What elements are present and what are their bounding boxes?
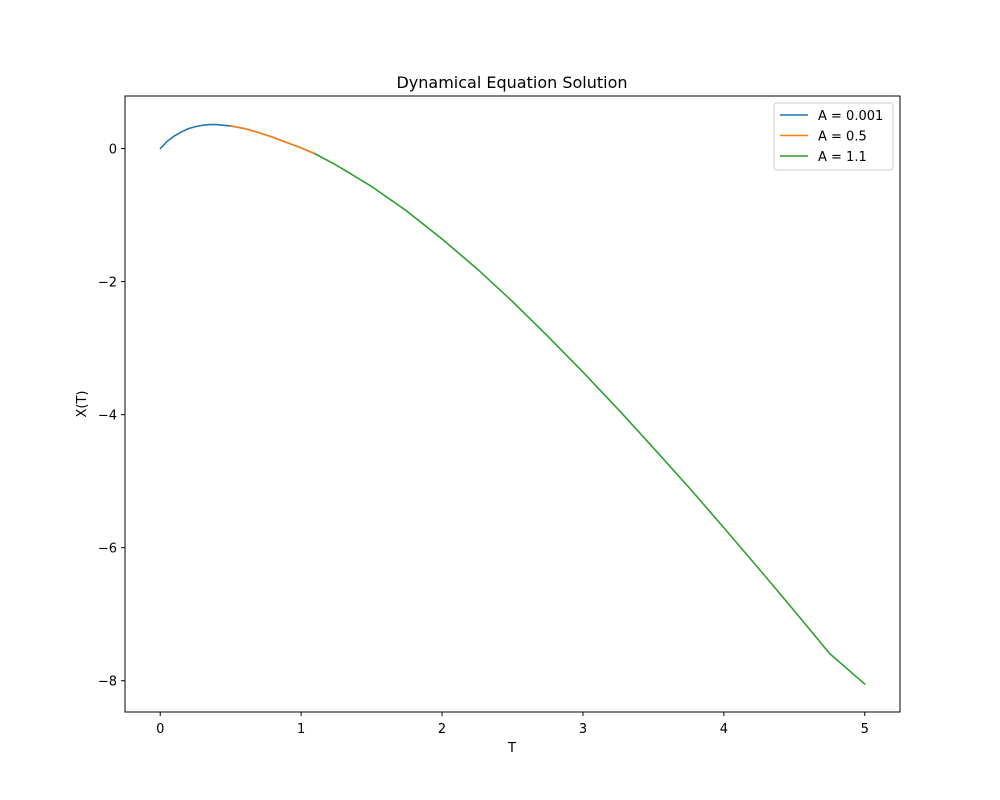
axes-frame	[124, 95, 901, 713]
x-axis-label: T	[507, 741, 516, 756]
x-tick-label: 4	[720, 722, 728, 737]
legend-label-2: A = 0.5	[818, 130, 867, 145]
legend-label-1: A = 0.001	[818, 109, 883, 124]
legend-box	[773, 102, 894, 171]
y-tick-label: −6	[98, 542, 117, 557]
chart-title: Dynamical Equation Solution	[396, 73, 627, 92]
y-axis-label: X(T)	[75, 391, 90, 418]
x-tick-label: 3	[579, 722, 587, 737]
x-tick-label: 0	[156, 722, 164, 737]
x-tick-label: 5	[861, 722, 869, 737]
legend: A = 0.001 A = 0.5 A = 1.1	[773, 102, 894, 171]
series-line-1	[159, 123, 317, 155]
series-line-3	[314, 153, 866, 685]
legend-label-3: A = 1.1	[818, 150, 867, 165]
y-tick-label: −4	[98, 409, 117, 424]
y-tick-label: 0	[109, 143, 117, 158]
y-tick-label: −2	[98, 276, 117, 291]
x-tick-label: 2	[438, 722, 446, 737]
y-tick-label: −8	[98, 675, 117, 690]
x-tick-label: 1	[297, 722, 305, 737]
series-line-2	[229, 125, 317, 155]
plot-area: 0 1 2 3 4 5 0 −2 −4 −6 −8	[98, 95, 901, 737]
